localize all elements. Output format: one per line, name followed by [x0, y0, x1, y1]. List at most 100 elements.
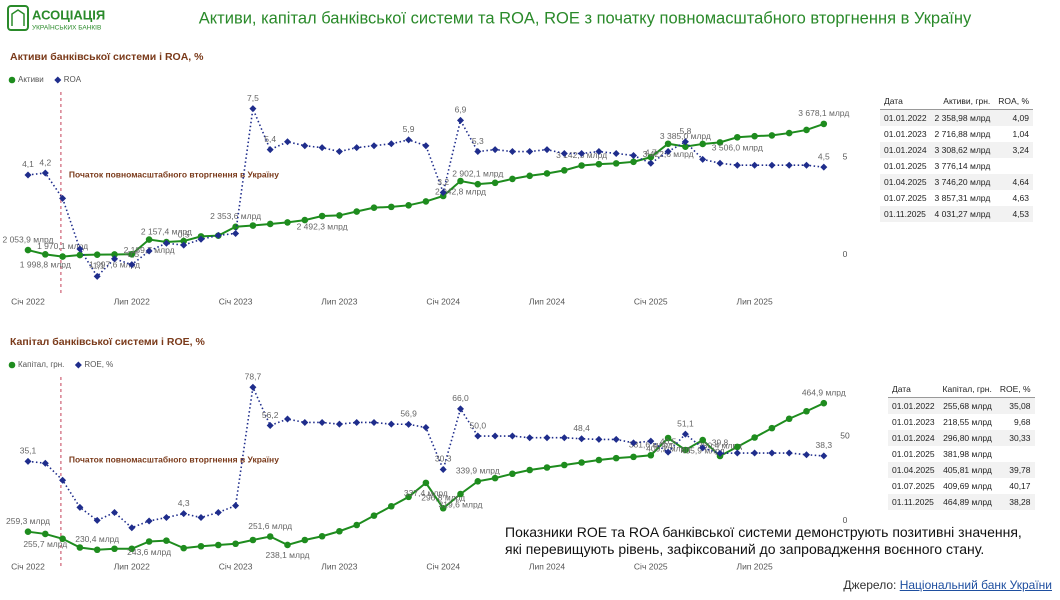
point — [266, 533, 274, 540]
x-tick-label: Січ 2024 — [426, 561, 460, 571]
legend-label: ROA — [64, 75, 82, 84]
table-cell: 381,98 млрд — [943, 449, 992, 459]
table-cell: 39,78 — [995, 462, 1035, 478]
point — [93, 251, 101, 258]
point — [8, 361, 16, 369]
table-cell: 3,24 — [994, 142, 1033, 158]
data-label: 6,9 — [455, 105, 467, 115]
point — [145, 236, 153, 243]
point — [734, 443, 741, 451]
data-label: 319,6 млрд — [439, 499, 483, 509]
point — [422, 479, 430, 487]
point — [335, 148, 343, 156]
point — [630, 158, 637, 166]
point — [266, 422, 274, 430]
table-cell: 1,04 — [1012, 129, 1029, 139]
table-cell: 4,63 — [1012, 193, 1029, 203]
point — [578, 162, 585, 169]
point — [59, 194, 67, 202]
point — [578, 435, 586, 443]
table-row: 01.04.2025 405,81 млрд 39,78 — [888, 462, 1035, 478]
point — [24, 171, 32, 179]
point — [491, 474, 499, 482]
point — [820, 120, 828, 128]
data-label: 30,3 — [435, 454, 452, 464]
table-cell: 4,09 — [994, 109, 1033, 126]
point — [54, 76, 62, 84]
point — [457, 490, 464, 498]
point — [630, 151, 637, 159]
point — [59, 476, 67, 484]
point — [318, 212, 326, 220]
point — [699, 155, 707, 163]
table-cell: 01.04.2025 — [880, 174, 931, 190]
x-tick-label: Лип 2024 — [529, 561, 565, 571]
y2-tick-label: 0 — [843, 515, 848, 525]
table-cell: 01.01.2025 — [884, 161, 927, 171]
point — [76, 544, 84, 551]
data-label: 1 998,8 млрд — [20, 260, 71, 270]
source-link[interactable]: Національний банк України — [899, 578, 1052, 592]
point — [336, 527, 343, 535]
table-cell: 30,33 — [995, 430, 1035, 446]
point — [41, 459, 49, 467]
point — [76, 251, 84, 259]
point — [232, 229, 240, 237]
point — [768, 424, 776, 432]
table-cell: 35,08 — [995, 397, 1035, 414]
point — [353, 208, 361, 215]
data-label: 2 157,4 млрд — [141, 226, 192, 236]
point — [111, 508, 118, 516]
data-label: 3 385,0 млрд — [660, 131, 711, 141]
point — [249, 536, 257, 544]
data-label: 56,2 — [262, 410, 279, 420]
table-cell: 01.01.2023 — [892, 417, 935, 427]
point — [543, 146, 551, 154]
table-header-cell: Дата — [888, 381, 939, 398]
point — [249, 383, 257, 391]
point — [509, 470, 516, 478]
table-row: 01.01.2024 296,80 млрд 30,33 — [888, 430, 1035, 446]
table-row: 01.01.2024 3 308,62 млрд 3,24 — [880, 142, 1033, 158]
point — [284, 415, 291, 423]
data-label: 4,1 — [22, 159, 34, 169]
x-tick-label: Січ 2024 — [426, 296, 460, 306]
point — [768, 132, 776, 139]
point — [785, 449, 793, 457]
point — [284, 138, 291, 146]
point — [232, 502, 240, 510]
point — [526, 466, 533, 474]
data-label: 48,4 — [573, 423, 590, 433]
point — [491, 146, 499, 154]
point — [24, 246, 32, 254]
point — [612, 454, 620, 462]
table-header-cell: Капітал, грн. — [938, 381, 996, 398]
table-cell: 01.07.2025 — [892, 481, 935, 491]
data-label: 40,5 — [660, 436, 677, 446]
point — [59, 535, 66, 543]
point — [820, 163, 828, 171]
table-row: 01.01.2023 2 716,88 млрд 1,04 — [880, 126, 1033, 142]
point — [457, 405, 464, 413]
point — [301, 418, 309, 426]
point — [42, 251, 49, 258]
point — [751, 449, 759, 457]
table-row: 01.01.2022 2 358,98 млрд 4,09 — [880, 109, 1033, 126]
x-tick-label: Січ 2023 — [219, 561, 253, 571]
data-label: 230,4 млрд — [75, 534, 119, 544]
point — [387, 140, 395, 148]
point — [785, 161, 793, 169]
table-cell: 4 031,27 млрд — [930, 206, 995, 222]
point — [162, 514, 170, 522]
data-label: 337,4 млрд — [404, 488, 448, 498]
chart-title: Капітал банківської системи і ROE, % — [10, 336, 205, 348]
point — [612, 160, 620, 167]
point — [630, 439, 637, 447]
data-label: 238,1 млрд — [266, 550, 310, 560]
point — [595, 456, 603, 464]
point — [682, 446, 689, 454]
x-tick-label: Лип 2023 — [321, 561, 357, 571]
point — [664, 434, 672, 442]
point — [232, 540, 239, 548]
